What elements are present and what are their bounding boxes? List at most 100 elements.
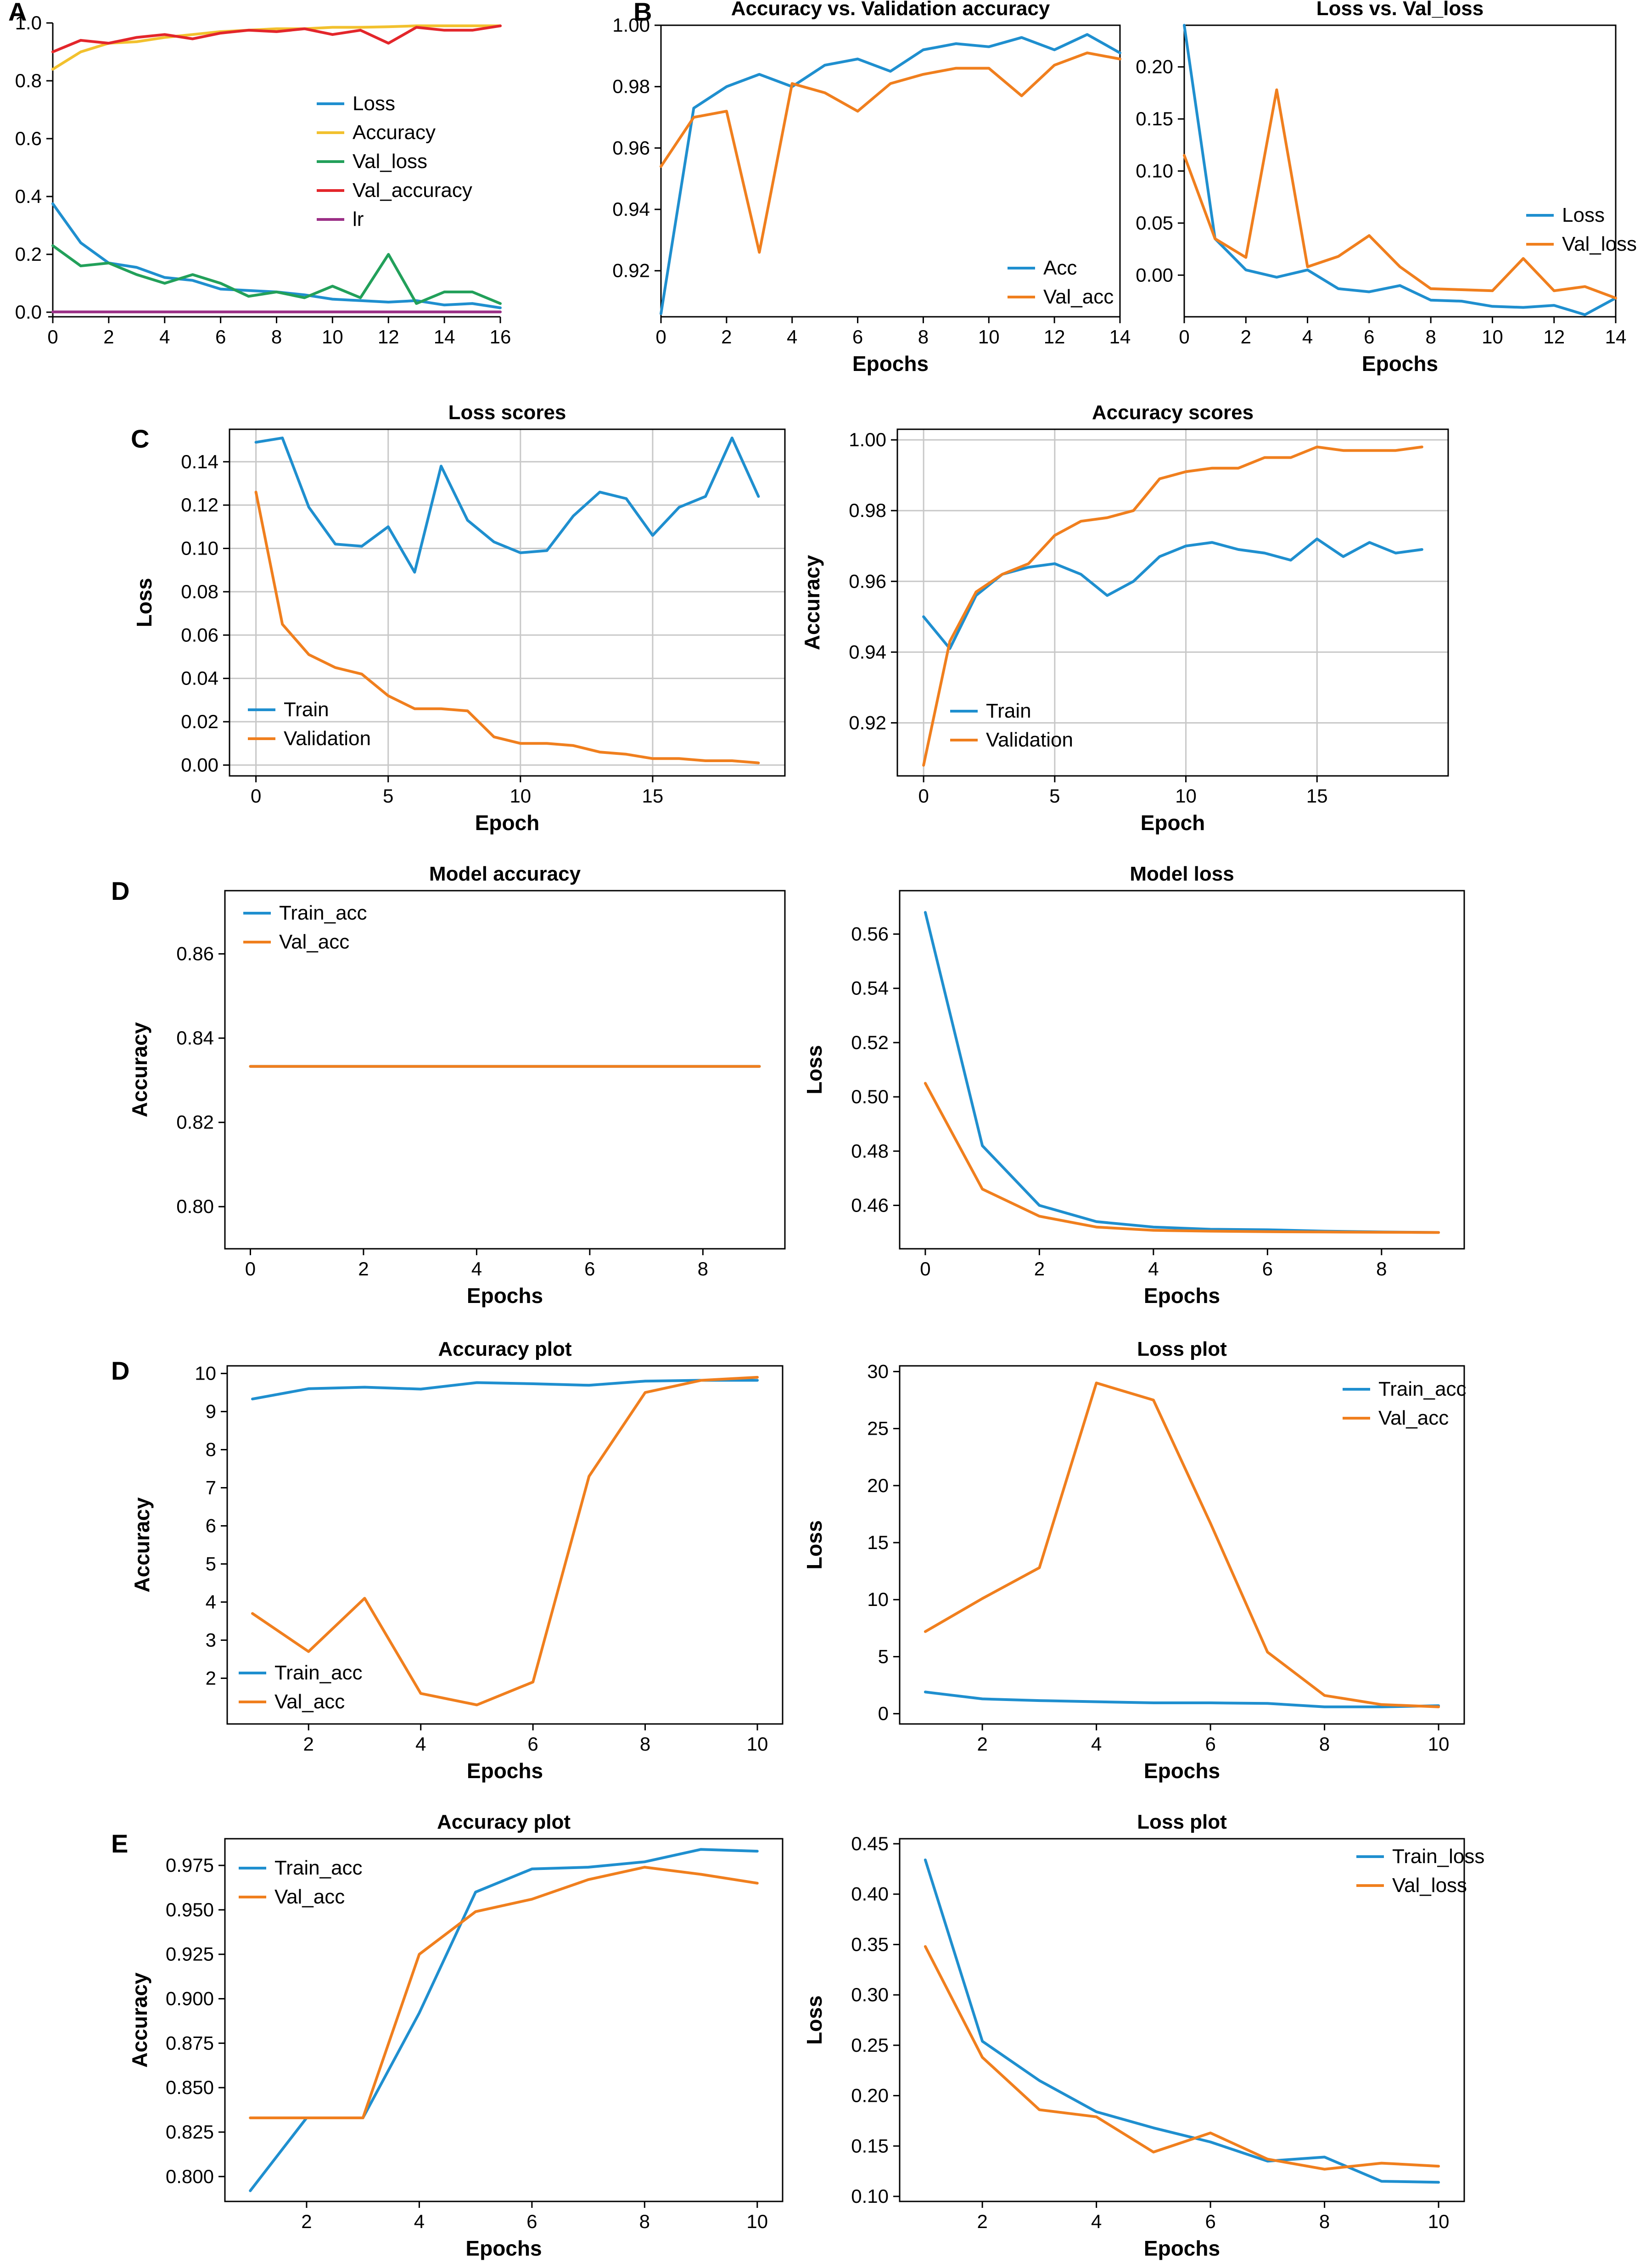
x-tick-label: 6 (1262, 1258, 1273, 1280)
x-tick-label: 6 (526, 2211, 537, 2232)
y-tick-label: 5 (206, 1553, 216, 1574)
y-tick-label: 0.96 (849, 570, 886, 592)
chart-title: Model accuracy (429, 863, 581, 885)
x-tick-label: 4 (414, 2211, 425, 2232)
x-tick-label: 12 (1044, 326, 1065, 348)
x-axis-label: Epochs (1144, 1759, 1220, 1783)
x-tick-label: 10 (1175, 785, 1197, 807)
legend-label-val-acc: Val_acc (274, 1886, 345, 1908)
y-tick-label: 30 (867, 1360, 889, 1382)
y-tick-label: 1.0 (15, 12, 42, 34)
y-tick-label: 10 (195, 1363, 216, 1384)
y-tick-label: 0.2 (15, 243, 42, 265)
chart-title: Accuracy plot (438, 1338, 572, 1360)
x-tick-label: 4 (1091, 2211, 1102, 2232)
chart-title: Loss scores (448, 401, 566, 424)
x-tick-label: 0 (920, 1258, 930, 1280)
x-tick-label: 4 (415, 1733, 426, 1755)
y-tick-label: 0.80 (176, 1196, 214, 1217)
y-tick-label: 0.92 (612, 260, 650, 281)
series-line-train (922, 537, 1423, 650)
y-tick-label: 0.20 (1136, 56, 1173, 78)
series-line-train (254, 436, 760, 574)
legend-label-train: Train (986, 700, 1031, 722)
chart-c2: 0 5 10 15 0.92 0.94 0.96 0.98 1.00 Accuracy score… (800, 401, 1449, 835)
chart-b1: 0 2 4 6 8 10 12 14 0.92 0.94 0.96 0.98 1.00 Accuracy … (612, 0, 1131, 376)
y-axis-label: Accuracy (800, 555, 824, 651)
y-tick-label: 8 (206, 1439, 216, 1460)
x-tick-label: 8 (1319, 1733, 1330, 1755)
series-line-train-acc (924, 1690, 1440, 1708)
panel-label: D (111, 876, 129, 905)
y-tick-label: 0.98 (849, 500, 886, 521)
x-tick-label: 10 (509, 785, 531, 807)
x-tick-label: 8 (1319, 2211, 1330, 2232)
y-tick-label: 0.84 (176, 1027, 214, 1049)
chart-title: Loss vs. Val_loss (1316, 0, 1484, 20)
plot-frame (899, 1838, 1465, 2202)
x-tick-label: 5 (383, 785, 393, 807)
y-tick-label: 0 (878, 1703, 889, 1724)
y-tick-label: 0.56 (851, 923, 889, 945)
y-tick-label: 0.54 (851, 977, 889, 999)
x-tick-label: 14 (434, 326, 455, 348)
x-tick-label: 16 (490, 326, 511, 348)
legend-label-val-acc: Val_acc (279, 931, 349, 953)
x-tick-label: 8 (639, 2211, 650, 2232)
y-tick-label: 4 (206, 1591, 216, 1612)
chart-title: Accuracy vs. Validation accuracy (731, 0, 1050, 20)
panel-label: C (131, 424, 149, 453)
chart-title: Loss plot (1137, 1338, 1227, 1360)
x-tick-label: 4 (471, 1258, 482, 1280)
y-axis-label: Accuracy (128, 1022, 151, 1117)
legend-label-accuracy: Accuracy (353, 121, 436, 144)
y-tick-label: 0.6 (15, 128, 42, 149)
y-tick-label: 0.14 (181, 451, 218, 472)
x-tick-label: 5 (1049, 785, 1060, 807)
y-tick-label: 0.800 (166, 2166, 214, 2187)
plot-frame (899, 890, 1465, 1250)
legend-label-val-acc: Val_acc (274, 1690, 345, 1713)
y-tick-label: 9 (206, 1401, 216, 1422)
y-axis-label: Loss (802, 1995, 826, 2044)
y-axis-label: Loss (802, 1045, 826, 1094)
x-tick-label: 0 (251, 785, 261, 807)
x-tick-label: 10 (322, 326, 343, 348)
chart-e1: 2 4 6 8 10 0.800 0.825 0.850 0.875 0.900 0.925 0.95… (128, 1811, 784, 2260)
y-tick-label: 0.02 (181, 711, 218, 732)
y-tick-label: 15 (867, 1532, 889, 1553)
series-line-accuracy (51, 24, 502, 71)
x-axis-label: Epochs (467, 1284, 543, 1308)
x-tick-label: 6 (852, 326, 863, 348)
legend-label-train-acc: Train_acc (1378, 1378, 1467, 1400)
y-tick-label: 0.00 (181, 754, 218, 775)
plot-frame (1183, 24, 1617, 318)
y-tick-label: 0.35 (851, 1933, 889, 1955)
x-tick-label: 8 (640, 1733, 650, 1755)
legend-label-val-loss: Val_loss (1562, 233, 1637, 255)
y-tick-label: 2 (206, 1667, 216, 1689)
x-tick-label: 2 (1241, 326, 1251, 348)
chart-e2: 2 4 6 8 10 0.10 0.15 0.20 0.25 0.30 0.35 0.40 0.45 Lo… (802, 1811, 1484, 2260)
legend-label-lr: lr (353, 208, 364, 230)
series-line-val-acc (251, 1375, 759, 1707)
y-tick-label: 0.94 (612, 198, 650, 220)
legend-label-loss: Loss (353, 92, 395, 115)
y-tick-label: 5 (878, 1645, 889, 1667)
x-axis-label: Epochs (1144, 1284, 1220, 1308)
legend-label-train-acc: Train_acc (274, 1662, 363, 1684)
y-tick-label: 6 (206, 1515, 216, 1537)
x-axis-label: Epoch (475, 811, 540, 835)
y-tick-label: 0.82 (176, 1112, 214, 1133)
chart-c1: 0 5 10 15 0.00 0.02 0.04 0.06 0.08 0.10 0.12 0.14 Lo… (132, 401, 786, 835)
y-tick-label: 0.975 (166, 1854, 214, 1876)
series-line-train-loss (924, 1858, 1440, 2184)
x-tick-label: 6 (1364, 326, 1374, 348)
x-tick-label: 10 (1428, 2211, 1450, 2232)
y-tick-label: 0.4 (15, 185, 42, 207)
y-tick-label: 0.900 (166, 1988, 214, 2010)
y-tick-label: 0.08 (181, 581, 218, 602)
y-tick-label: 0.96 (612, 137, 650, 158)
x-tick-label: 8 (918, 326, 929, 348)
